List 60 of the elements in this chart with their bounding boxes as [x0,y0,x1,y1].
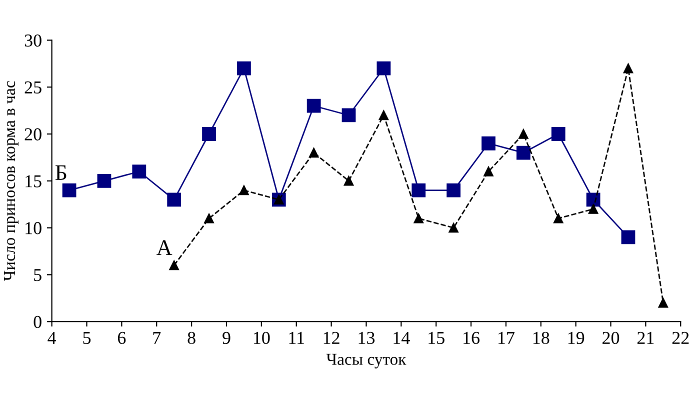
point [551,127,566,141]
point [342,108,356,122]
point [658,298,668,308]
y-tick-label: 5 [34,269,42,282]
point [306,98,321,113]
point [554,214,564,224]
point [237,61,251,76]
point [446,183,461,198]
series-label: А [156,240,172,255]
point [202,127,216,141]
y-tick-label: 0 [34,316,42,328]
x-tick-label: 21 [637,332,654,344]
point [518,129,528,139]
point [412,183,426,198]
x-tick-label: 8 [188,332,196,344]
x-tick-label: 19 [568,332,584,344]
x-tick-label: 5 [83,332,91,344]
x-tick-label: 9 [222,332,230,344]
point [448,222,458,233]
y-tick-label: 25 [24,81,42,94]
point [482,136,496,150]
y-tick-label: 15 [26,175,42,188]
x-tick-label: 4 [48,332,56,344]
x-tick-label: 18 [533,332,550,344]
point [414,214,424,224]
point [204,214,214,224]
point [588,204,598,214]
x-tick-label: 12 [324,332,340,344]
x-tick-label: 14 [394,332,410,344]
x-tick-label: 22 [672,332,689,344]
y-tick-label: 10 [26,222,42,234]
y-axis-title: Число приносов корма в час [4,81,18,281]
point [586,192,600,207]
x-axis-title: Часы суток [326,354,406,368]
x-tick-label: 10 [254,332,270,344]
y-tick-label: 20 [24,128,42,140]
y-tick-label: 30 [24,34,42,47]
x-tick-label: 11 [289,332,304,344]
x-tick-label: 6 [118,332,126,344]
x-tick-label: 13 [358,332,375,344]
x-tick-label: 17 [498,332,514,344]
point [376,61,391,76]
point [344,176,354,186]
point [239,185,249,196]
x-tick-label: 20 [602,332,620,344]
point [62,183,76,198]
point [484,166,494,176]
x-tick-label: 16 [464,332,480,344]
point [308,148,319,158]
point [623,63,634,74]
point [378,110,389,120]
point [167,192,182,207]
series-label: Б [55,165,66,180]
point [621,230,636,244]
x-tick-label: 7 [153,332,161,344]
point [132,164,146,178]
point [97,174,112,188]
x-tick-label: 15 [428,332,444,344]
point [516,146,530,160]
point [169,260,179,270]
